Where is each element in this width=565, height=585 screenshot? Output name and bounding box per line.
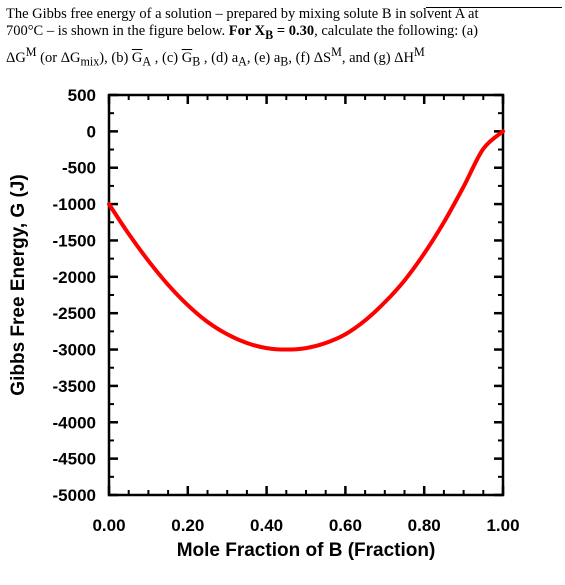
y-tick-label: -1000	[53, 195, 96, 214]
x-axis-label: Mole Fraction of B (Fraction)	[177, 540, 436, 561]
x-tick-label: 0.80	[408, 516, 441, 535]
chart-container: 500 0 -500 -1000 -1500 -2000 -2500 -3000 -3500 -4…	[0, 75, 565, 580]
item-g-sup: M	[413, 44, 425, 59]
y-tick-label: -2000	[53, 268, 96, 287]
y-tick-label: -500	[62, 159, 96, 178]
item-d-label: , (d) a	[200, 49, 239, 66]
y-tick-label: -4500	[53, 450, 96, 469]
item-f-label: , (f) ΔS	[288, 49, 332, 66]
item-a-alt: (or ΔG	[36, 49, 81, 66]
item-a-mix-sub: mix	[80, 54, 100, 69]
item-e-sub: B	[280, 54, 289, 69]
y-tick-label: -1500	[53, 231, 96, 250]
x-tick-label: 0.60	[329, 516, 362, 535]
problem-line-2: 700°C – is shown in the figure below. Fo…	[6, 23, 554, 44]
given-xb-label: For X	[228, 23, 266, 39]
series-line-gibbs-curve	[107, 129, 505, 352]
problem-statement: The Gibbs free energy of a solution – pr…	[6, 6, 562, 71]
item-b-symbol: G	[131, 49, 143, 66]
given-xb-sub: B	[265, 27, 274, 42]
item-g-label: , and (g) ΔH	[341, 49, 414, 66]
plot-frame	[107, 93, 505, 497]
axis-tick-labels: 500 0 -500 -1000 -1500 -2000 -2500 -3000 -3500 -4…	[53, 86, 520, 535]
item-e-label: , (e) a	[246, 49, 281, 66]
y-tick-label: -2500	[53, 304, 96, 323]
x-tick-label: 0.00	[92, 516, 125, 535]
item-b-label: ), (b)	[99, 49, 132, 66]
gibbs-energy-chart: 500 0 -500 -1000 -1500 -2000 -2500 -3000 -3500 -4…	[8, 86, 520, 561]
axis-ticks	[107, 93, 505, 497]
y-tick-label: -4000	[53, 413, 96, 432]
y-tick-label: 0	[87, 122, 96, 141]
item-c-sub: B	[192, 54, 201, 69]
item-f-sup: M	[331, 44, 342, 59]
problem-line-2-prefix: 700°C – is shown in the figure below.	[6, 23, 229, 39]
y-tick-label: 500	[68, 86, 96, 105]
item-d-sub: A	[238, 54, 247, 69]
top-rule	[426, 7, 562, 8]
item-b-sub: A	[142, 54, 152, 69]
y-tick-label: -3000	[53, 341, 96, 360]
x-tick-label: 1.00	[486, 516, 519, 535]
item-a-symbol: ΔG	[6, 49, 26, 66]
given-composition: For XB = 0.30	[228, 23, 315, 42]
problem-line-1: The Gibbs free energy of a solution – pr…	[6, 6, 479, 22]
given-xb-value: = 0.30	[273, 23, 315, 39]
item-c-label: , (c)	[151, 49, 182, 66]
y-tick-label: -3500	[53, 377, 96, 396]
y-axis-label: Gibbs Free Energy, G (J)	[8, 174, 29, 395]
y-tick-label: -5000	[53, 486, 96, 505]
x-tick-label: 0.40	[250, 516, 283, 535]
problem-line-2-suffix: , calculate the following: (a)	[314, 23, 478, 39]
item-a-sup: M	[25, 44, 37, 59]
x-tick-label: 0.20	[171, 516, 204, 535]
item-c-symbol: G	[181, 49, 193, 66]
problem-line-3: ΔGM (or ΔGmix), (b) GA , (c) GB , (d) aA…	[6, 44, 554, 71]
